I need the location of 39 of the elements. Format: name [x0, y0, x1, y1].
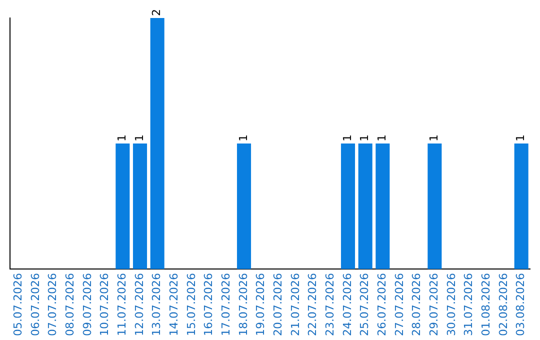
x-tick-label: 03.08.2026 — [514, 273, 528, 336]
x-tick-label: 25.07.2026 — [358, 273, 372, 336]
x-tick-label: 09.07.2026 — [80, 273, 94, 336]
data-label: 1 — [358, 134, 372, 142]
data-label: 1 — [340, 134, 354, 142]
x-tick-label: 15.07.2026 — [184, 273, 198, 336]
x-tick-label: 02.08.2026 — [496, 273, 510, 336]
data-label: 1 — [376, 134, 389, 142]
data-label: 1 — [236, 134, 250, 142]
x-tick-label: 27.07.2026 — [392, 273, 406, 336]
x-tick-label: 06.07.2026 — [28, 273, 42, 336]
data-label: 1 — [428, 134, 441, 142]
x-tick-label: 16.07.2026 — [202, 273, 216, 336]
data-label: 1 — [514, 134, 528, 142]
x-tick-label: 13.07.2026 — [150, 273, 164, 336]
x-tick-label: 05.07.2026 — [12, 273, 25, 336]
data-label: 2 — [150, 9, 164, 16]
x-tick-label: 01.08.2026 — [480, 273, 493, 336]
x-tick-label: 19.07.2026 — [254, 273, 268, 336]
x-tick-label: 14.07.2026 — [168, 273, 181, 336]
x-tick-label: 12.07.2026 — [132, 273, 146, 336]
x-tick-label: 29.07.2026 — [428, 273, 441, 336]
x-tick-label: 20.07.2026 — [272, 273, 285, 336]
x-tick-label: 22.07.2026 — [306, 273, 320, 336]
x-tick-label: 07.07.2026 — [46, 273, 60, 336]
x-tick-label: 26.07.2026 — [376, 273, 389, 336]
data-label: 1 — [116, 134, 129, 142]
x-tick-label: 17.07.2026 — [220, 273, 233, 336]
x-tick-label: 23.07.2026 — [324, 273, 337, 336]
x-tick-label: 30.07.2026 — [444, 273, 458, 336]
x-tick-label: 08.07.2026 — [64, 273, 77, 336]
x-tick-label: 28.07.2026 — [410, 273, 424, 336]
x-tick-label: 11.07.2026 — [116, 273, 129, 336]
x-tick-label: 21.07.2026 — [288, 273, 302, 336]
x-tick-label: 31.07.2026 — [462, 273, 476, 336]
data-label: 1 — [132, 134, 146, 142]
x-tick-label: 24.07.2026 — [340, 273, 354, 336]
x-tick-label: 10.07.2026 — [98, 273, 112, 336]
x-tick-label: 18.07.2026 — [236, 273, 250, 336]
